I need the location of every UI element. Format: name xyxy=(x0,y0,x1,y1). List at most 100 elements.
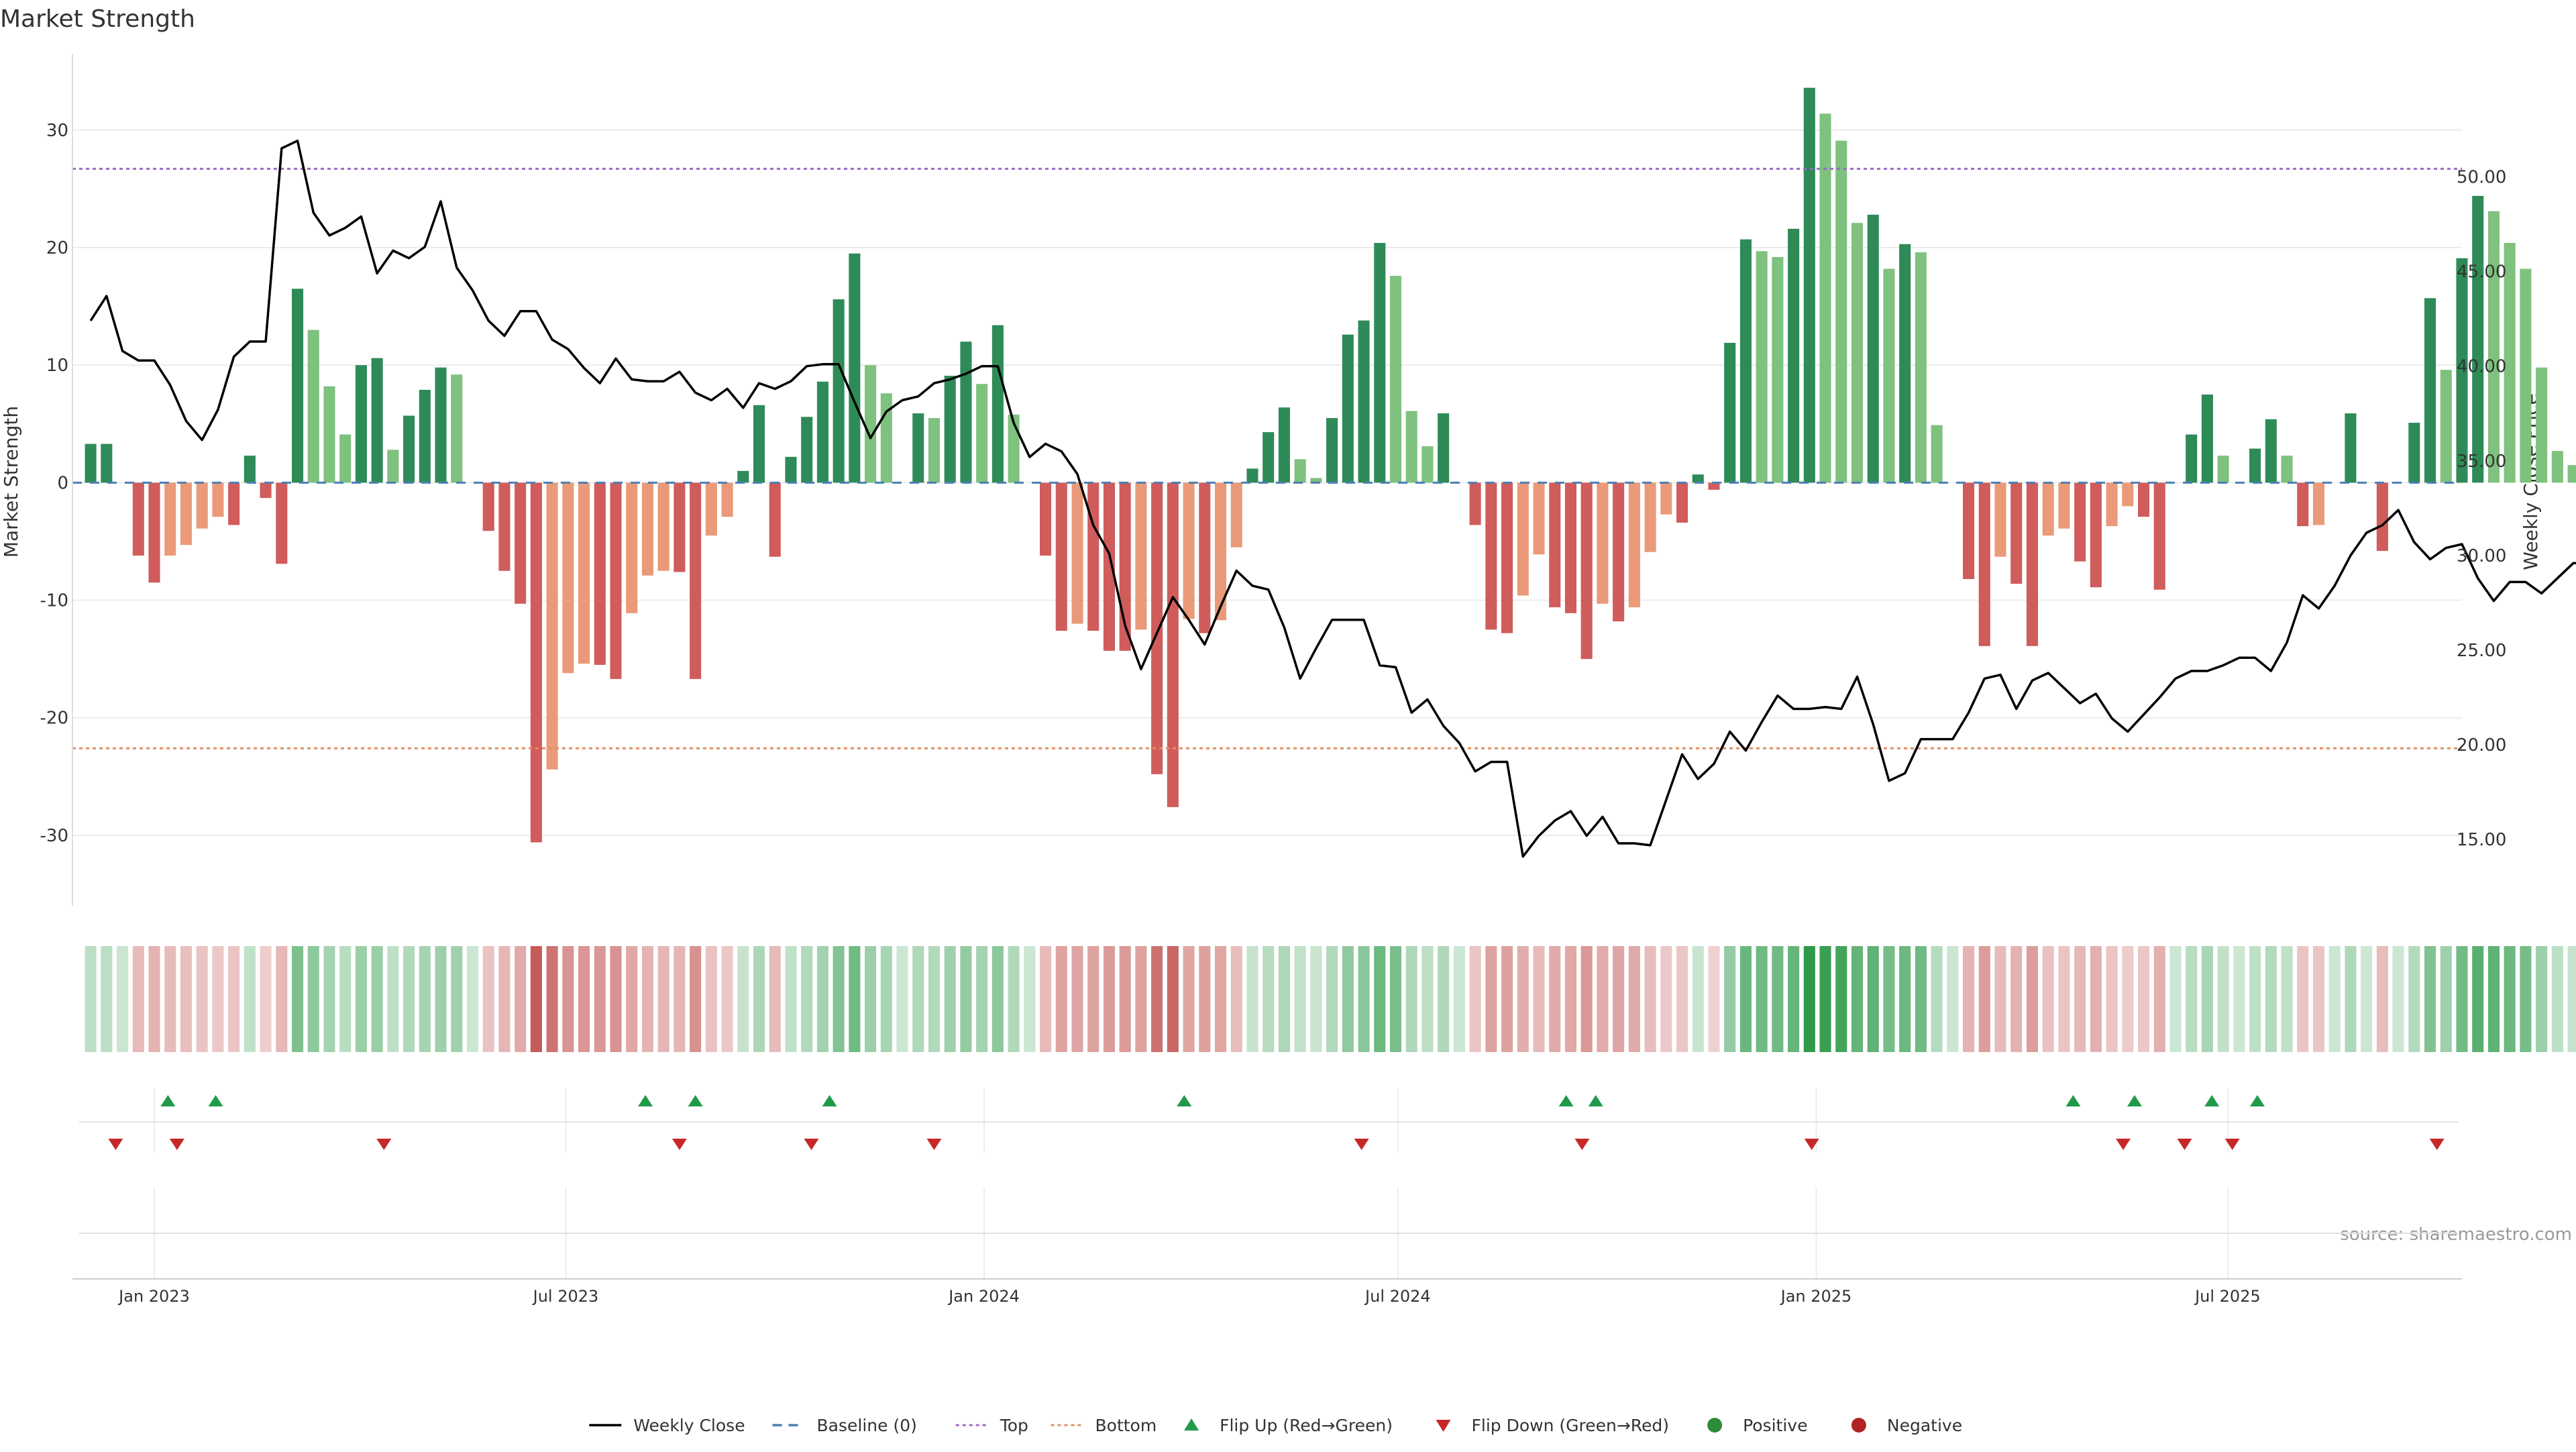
heat-cell xyxy=(1263,946,1275,1052)
heat-cell xyxy=(1151,946,1163,1052)
strength-bar xyxy=(1549,482,1561,608)
heat-cell xyxy=(244,946,256,1052)
heat-cell xyxy=(403,946,415,1052)
y-tick-label-right: 20.00 xyxy=(2457,735,2506,756)
strength-bar xyxy=(2281,456,2293,483)
strength-bar xyxy=(2567,465,2576,483)
strength-bar xyxy=(641,482,653,576)
heat-cell xyxy=(2201,946,2213,1052)
grid-lines xyxy=(72,129,2462,836)
strength-heat-strip xyxy=(85,946,2576,1052)
strength-bar xyxy=(1135,482,1147,630)
strength-bar xyxy=(180,482,192,546)
strength-bar xyxy=(1533,482,1545,555)
heat-cell xyxy=(1549,946,1561,1052)
strength-bar xyxy=(1374,243,1386,483)
strength-bar xyxy=(737,470,749,483)
strength-bar xyxy=(1963,482,1975,580)
strength-bar xyxy=(276,482,288,564)
flip-up-marker xyxy=(2065,1095,2081,1106)
strength-bar xyxy=(2074,482,2086,562)
strength-bar xyxy=(1660,482,1672,515)
strength-bar xyxy=(228,482,240,525)
heat-cell xyxy=(1851,946,1864,1052)
heat-cell xyxy=(1803,946,1815,1052)
strength-bar xyxy=(1978,482,1990,646)
strength-bar xyxy=(1708,482,1720,490)
y-tick-label-right: 45.00 xyxy=(2457,262,2506,282)
heat-cell xyxy=(2472,946,2484,1052)
strength-bar xyxy=(1644,482,1656,552)
heat-cell xyxy=(466,946,479,1052)
heat-cell xyxy=(1214,946,1227,1052)
y-tick-label-right: 30.00 xyxy=(2457,546,2506,566)
strength-bar xyxy=(1246,468,1258,483)
strength-bar xyxy=(991,325,1004,483)
heat-cell xyxy=(1438,946,1450,1052)
heat-cell xyxy=(1931,946,1943,1052)
weekly-close-line xyxy=(89,140,2576,858)
strength-bar xyxy=(880,393,892,483)
flip-down-marker xyxy=(1354,1139,1369,1150)
heat-cell xyxy=(1326,946,1338,1052)
flip-down-marker xyxy=(2429,1139,2445,1150)
heat-cell xyxy=(880,946,892,1052)
strength-bar xyxy=(1517,482,1529,596)
strength-bar xyxy=(355,365,367,483)
heat-cell xyxy=(1835,946,1847,1052)
strength-bar xyxy=(626,482,638,613)
x-tick-label: Jan 2023 xyxy=(117,1287,190,1306)
heat-cell xyxy=(2281,946,2293,1052)
heat-cell xyxy=(1103,946,1115,1052)
strength-bar xyxy=(1342,334,1354,483)
strength-bar xyxy=(1788,229,1800,483)
heat-cell xyxy=(307,946,319,1052)
strength-bar xyxy=(1803,87,1815,483)
heat-cell xyxy=(833,946,845,1052)
heat-cell xyxy=(1899,946,1911,1052)
strength-bar xyxy=(323,386,335,483)
strength-bar xyxy=(1628,482,1640,608)
strength-bar xyxy=(1772,257,1784,483)
strength-bar xyxy=(2058,482,2070,529)
source-label: source: sharemaestro.com xyxy=(2340,1225,2572,1245)
strength-bar xyxy=(148,482,160,583)
strength-bar xyxy=(132,482,144,556)
strength-bar xyxy=(1087,482,1099,631)
heat-cell xyxy=(2504,946,2516,1052)
strength-bar xyxy=(1915,252,1927,483)
strength-bar xyxy=(371,358,383,483)
strength-bar xyxy=(2408,423,2420,483)
y-tick-label-left: 30 xyxy=(46,121,68,141)
strength-bar xyxy=(451,374,463,483)
strength-bar xyxy=(785,456,797,483)
heat-cell xyxy=(212,946,224,1052)
heat-cell xyxy=(2137,946,2150,1052)
heat-cell xyxy=(2440,946,2452,1052)
heat-cell xyxy=(1087,946,1099,1052)
strength-bar xyxy=(244,456,256,483)
heat-cell xyxy=(1071,946,1083,1052)
flip-up-marker xyxy=(2249,1095,2265,1106)
strength-bar xyxy=(498,482,511,571)
strength-bar xyxy=(1819,113,1831,483)
heat-cell xyxy=(323,946,335,1052)
heat-cell xyxy=(132,946,144,1052)
heat-cell xyxy=(1644,946,1656,1052)
heat-cell xyxy=(1660,946,1672,1052)
heat-cell xyxy=(2042,946,2054,1052)
strength-bar xyxy=(164,482,176,556)
heat-cell xyxy=(435,946,447,1052)
strength-bar xyxy=(1613,482,1625,622)
legend-swatch-circle xyxy=(1851,1418,1866,1433)
heat-cell xyxy=(1517,946,1529,1052)
heat-cell xyxy=(912,946,924,1052)
flip-up-marker xyxy=(2127,1095,2142,1106)
strength-bar xyxy=(801,417,813,483)
heat-cell xyxy=(721,946,733,1052)
heat-cell xyxy=(1994,946,2006,1052)
strength-bars xyxy=(85,87,2576,843)
strength-bar xyxy=(2504,243,2516,483)
y-tick-label-right: 40.00 xyxy=(2457,357,2506,377)
strength-bar xyxy=(2456,258,2468,483)
